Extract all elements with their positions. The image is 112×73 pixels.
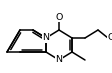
Text: N: N bbox=[42, 34, 50, 42]
Text: Cl: Cl bbox=[108, 34, 112, 42]
Text: O: O bbox=[55, 12, 63, 22]
Text: N: N bbox=[56, 55, 62, 65]
